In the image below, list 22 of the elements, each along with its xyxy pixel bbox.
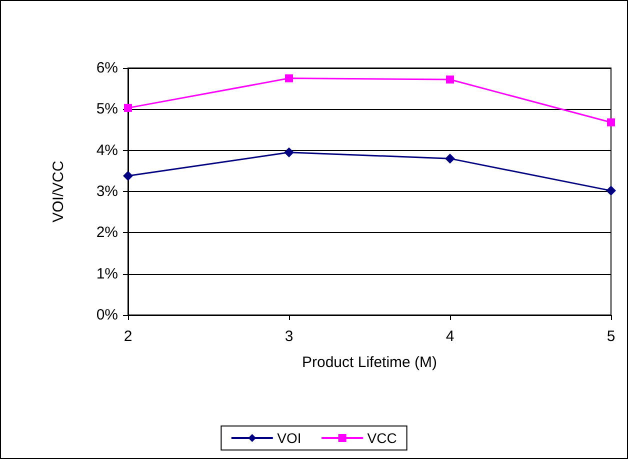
x-tick-label: 4 xyxy=(446,328,454,345)
point xyxy=(285,74,293,82)
y-tick-label: 4% xyxy=(96,142,118,159)
point xyxy=(284,147,294,158)
point xyxy=(123,170,133,181)
legend-label: VCC xyxy=(367,430,397,446)
x-tick-label: 2 xyxy=(124,328,132,345)
point xyxy=(445,154,455,164)
y-tick-label: 5% xyxy=(96,100,118,118)
x-tick-label: 3 xyxy=(284,328,294,345)
y-tick-label: 2% xyxy=(96,224,118,242)
legend-label: VOI xyxy=(277,430,302,446)
x-tick-label: 5 xyxy=(606,328,616,345)
y-tick-label: 0% xyxy=(96,306,118,324)
y-tick-label: 6% xyxy=(96,60,118,76)
y-tick-label: 1% xyxy=(96,265,118,282)
y-axis-title: VOI/VCC xyxy=(50,160,67,222)
point xyxy=(446,76,454,84)
point xyxy=(607,118,615,126)
y-tick-label: 3% xyxy=(96,183,118,200)
x-axis-title: Product Lifetime (M) xyxy=(302,354,438,371)
point xyxy=(606,186,616,196)
